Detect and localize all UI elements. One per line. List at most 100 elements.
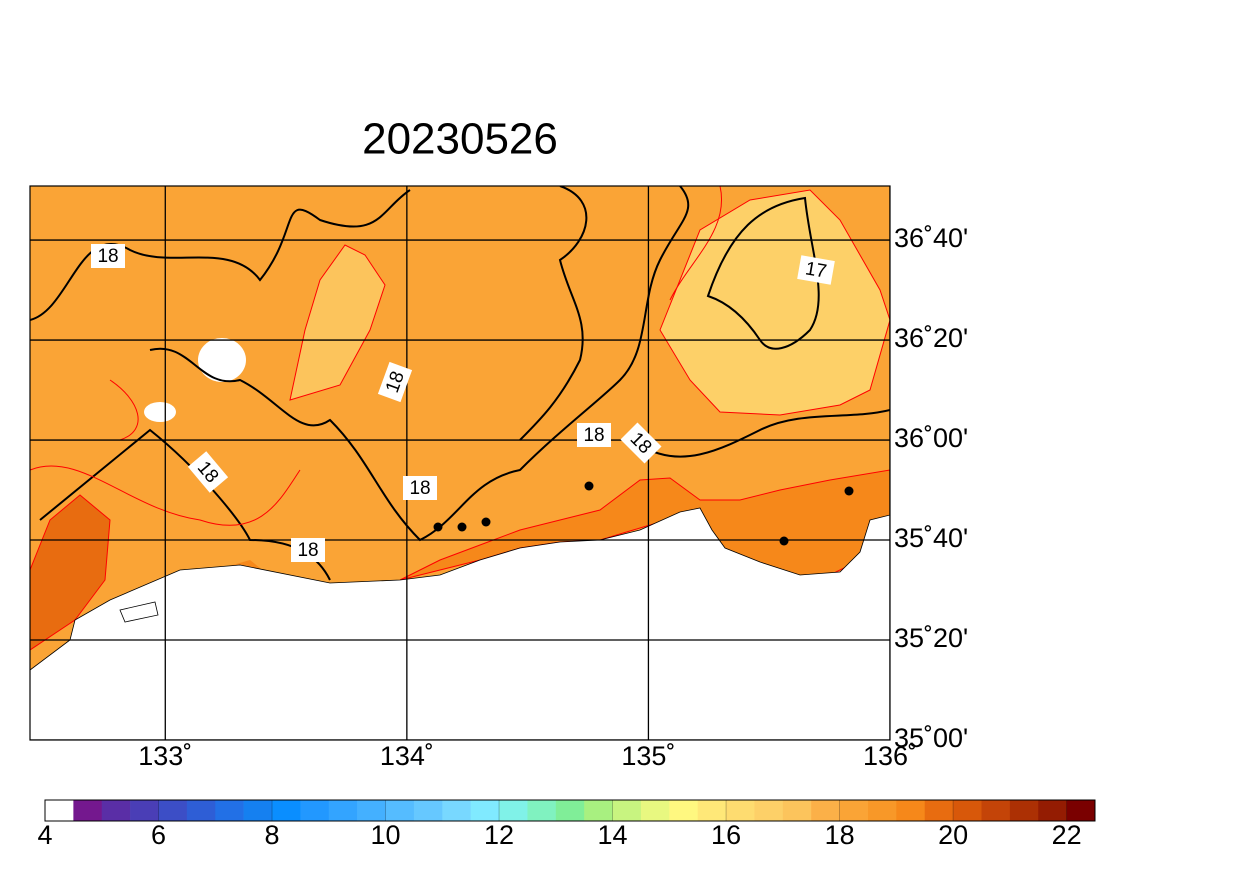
- colorbar: 4 6 8 10 12 14 16 18 20 22: [37, 799, 1096, 850]
- contour-label-box: [377, 361, 413, 403]
- colorbar-label: 20: [938, 820, 968, 850]
- contour-label: 18: [403, 476, 437, 500]
- contour-label: 17: [797, 255, 835, 285]
- station: [481, 517, 491, 527]
- contour-label-text: 18: [409, 478, 430, 499]
- contour-label: 18: [291, 538, 325, 562]
- y-tick-label: 35˚00': [894, 723, 968, 753]
- contour-label-text: 18: [583, 425, 604, 446]
- colorbar-label: 16: [711, 820, 741, 850]
- island: [198, 338, 246, 382]
- contour-line-red: [30, 465, 301, 526]
- contour-line: [149, 186, 690, 542]
- colorbar-box: [782, 800, 812, 821]
- contour-line-red: [109, 379, 139, 441]
- station: [584, 481, 594, 491]
- field-17-5: [289, 244, 386, 401]
- contour-label-box: [403, 476, 437, 500]
- colorbar-box: [555, 800, 585, 821]
- colorbar-box: [73, 800, 103, 821]
- station: [433, 522, 443, 532]
- contour-label-box: [620, 422, 662, 464]
- colorbar-label: 6: [151, 820, 166, 850]
- island: [119, 601, 159, 623]
- map-title: 20230526: [362, 115, 558, 164]
- contour-label-text: 17: [804, 258, 828, 282]
- station: [457, 522, 467, 532]
- colorbar-box: [669, 800, 699, 821]
- sea: [30, 507, 890, 740]
- colorbar-box: [1038, 800, 1067, 821]
- contour-label: 18: [377, 361, 413, 403]
- colorbar-box: [697, 800, 727, 821]
- contour-label-box: [797, 255, 835, 285]
- colorbar-box: [811, 800, 840, 821]
- y-tick-label: 35˚20': [894, 623, 968, 653]
- contour-label: 18: [91, 244, 125, 268]
- contour-label-text: 18: [97, 246, 118, 267]
- colorbar-box: [130, 800, 159, 821]
- colorbar-box: [640, 800, 670, 821]
- colorbar-label: 12: [484, 820, 514, 850]
- colorbar-box: [726, 800, 755, 821]
- x-tick-label: 133˚: [138, 741, 192, 771]
- contour-line-red: [669, 186, 722, 301]
- colorbar-box: [584, 800, 613, 821]
- contour-label: 18: [577, 423, 611, 447]
- island: [144, 402, 176, 422]
- colorbar-box: [1009, 800, 1039, 821]
- contour-label-box: [187, 451, 229, 493]
- axes: 133˚ 134˚ 135˚ 136˚35˚00' 35˚20' 35˚40' 36˚00'…: [138, 223, 968, 771]
- colorbar-box: [186, 800, 216, 821]
- colorbar-box: [527, 800, 557, 821]
- colorbar-box: [953, 800, 982, 821]
- y-tick-label: 35˚40': [894, 523, 968, 553]
- colorbar-box: [839, 800, 869, 821]
- contour-line: [639, 409, 890, 458]
- grid: [30, 186, 890, 740]
- colorbar-box: [158, 800, 188, 821]
- contour-line: [706, 196, 820, 350]
- contour-label-text: 18: [297, 540, 318, 561]
- colorbar-label: 14: [598, 820, 628, 850]
- map-frame: [29, 185, 891, 741]
- colorbar-box: [499, 800, 528, 821]
- colorbar-frame: [44, 799, 1096, 822]
- y-tick-label: 36˚00': [894, 423, 968, 453]
- colorbar-box: [385, 800, 415, 821]
- contour-line: [519, 186, 588, 441]
- colorbar-box: [272, 800, 301, 821]
- colorbar-box: [215, 800, 244, 821]
- colorbar-box: [45, 800, 74, 821]
- colorbar-box: [442, 800, 471, 821]
- colorbar-box: [300, 800, 330, 821]
- colorbar-box: [1066, 800, 1096, 821]
- x-tick-label: 135˚: [621, 741, 675, 771]
- station: [844, 486, 854, 496]
- field-20: [30, 494, 111, 651]
- colorbar-box: [357, 800, 386, 821]
- x-tick-label: 136˚: [863, 741, 917, 771]
- colorbar-label: 18: [825, 820, 855, 850]
- colorbar-box: [612, 800, 642, 821]
- colorbar-box: [328, 800, 358, 821]
- colorbar-box: [243, 800, 273, 821]
- colorbar-box: [754, 800, 784, 821]
- colorbar-label: 10: [371, 820, 401, 850]
- y-tick-label: 36˚20': [894, 323, 968, 353]
- colorbar-box: [101, 800, 131, 821]
- station: [779, 536, 789, 546]
- colorbar-box: [867, 800, 897, 821]
- colorbar-box: [470, 800, 500, 821]
- colorbar-label: 22: [1052, 820, 1082, 850]
- field-17: [659, 189, 890, 416]
- colorbar-label: 8: [265, 820, 280, 850]
- x-tick-label: 134˚: [380, 741, 434, 771]
- colorbar-box: [924, 800, 954, 821]
- colorbar-box: [413, 800, 443, 821]
- colorbar-box: [896, 800, 926, 821]
- contour-label-box: [91, 244, 125, 268]
- colorbar-label: 4: [37, 820, 52, 850]
